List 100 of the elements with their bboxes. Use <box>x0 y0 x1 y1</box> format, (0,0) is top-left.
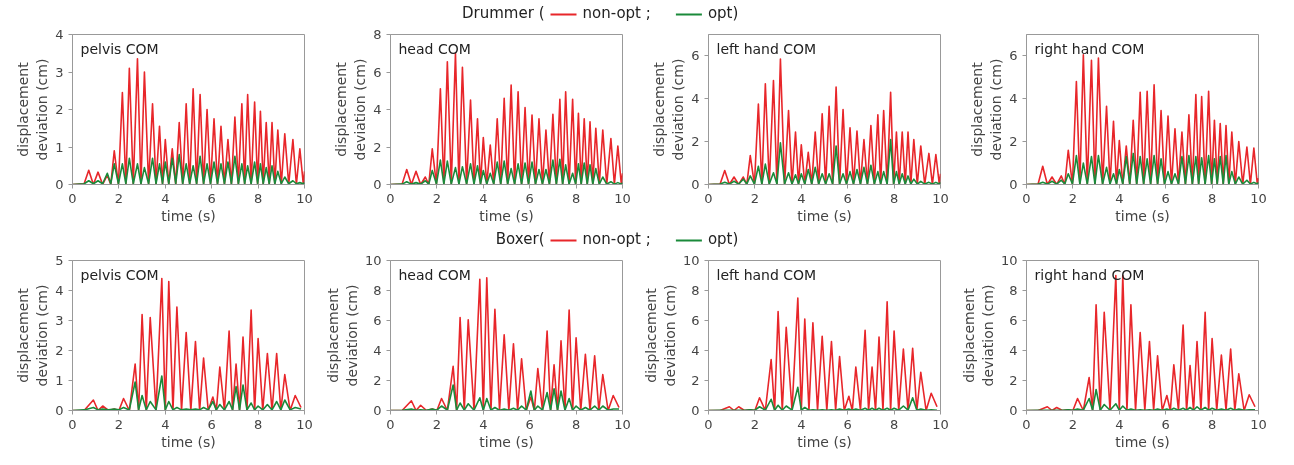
x-tick-label: 2 <box>1068 190 1078 206</box>
x-tick-label: 10 <box>1250 190 1267 206</box>
text: right hand COM <box>1034 40 1145 57</box>
y-tick-label: 4 <box>373 102 382 117</box>
y-tick-label: 2 <box>373 139 382 155</box>
x-tick-label: 6 <box>1161 190 1170 206</box>
y-tick-label: 2 <box>691 134 700 150</box>
x-tick-label: 10 <box>614 190 631 206</box>
x-axis-title: time (s) <box>479 207 534 224</box>
y-axis-title: displacement deviation (cm) <box>15 284 51 387</box>
legend-label: opt) <box>707 229 739 248</box>
x-tick-label: 10 <box>1250 416 1267 432</box>
x-tick-label: 8 <box>253 416 263 432</box>
x-tick-label: 2 <box>432 190 442 206</box>
x-axis-title: time (s) <box>161 207 216 224</box>
y-tick-label: 10 <box>682 253 700 268</box>
y-tick-label: 0 <box>691 403 700 418</box>
legend-title: Boxer( <box>495 229 545 248</box>
x-tick-label: 8 <box>571 416 581 432</box>
y-tick-label: 0 <box>55 177 64 192</box>
y-axis-title: displacement deviation (cm) <box>642 284 678 387</box>
legend-title: Drummer ( <box>462 3 545 22</box>
y-tick-label: 4 <box>55 27 64 42</box>
x-tick-label: 2 <box>114 190 124 206</box>
y-tick-label: 2 <box>1009 373 1018 388</box>
x-axis-title: time (s) <box>797 207 852 224</box>
y-tick-label: 10 <box>364 253 382 268</box>
chart-title: left hand COM <box>716 266 817 283</box>
x-tick-label: 0 <box>68 416 77 432</box>
x-tick-label: 6 <box>843 190 852 206</box>
y-tick-label: 8 <box>373 27 382 42</box>
y-tick-label: 0 <box>1009 177 1018 192</box>
y-tick-label: 5 <box>55 253 64 268</box>
x-tick-label: 6 <box>207 416 216 432</box>
chart-title: right hand COM <box>1034 266 1145 283</box>
x-tick-label: 6 <box>525 416 534 432</box>
y-tick-label: 8 <box>691 283 700 298</box>
y-tick-label: 10 <box>1000 253 1018 268</box>
x-tick-label: 0 <box>68 190 77 206</box>
y-tick-label: 2 <box>55 343 64 358</box>
x-tick-label: 8 <box>253 190 263 206</box>
x-tick-label: 2 <box>1068 416 1078 432</box>
x-tick-label: 2 <box>432 416 442 432</box>
x-tick-label: 10 <box>932 416 949 432</box>
x-tick-label: 0 <box>386 416 395 432</box>
y-axis-title: displacement deviation (cm) <box>960 284 996 387</box>
x-tick-label: 4 <box>479 416 488 432</box>
x-tick-label: 6 <box>1161 416 1170 432</box>
legend-label: opt) <box>707 3 739 22</box>
x-axis-title: time (s) <box>161 433 216 450</box>
x-tick-label: 8 <box>1207 190 1217 206</box>
x-tick-label: 10 <box>296 190 313 206</box>
legend-label: non-opt ; <box>582 229 651 248</box>
y-tick-label: 6 <box>1009 313 1018 328</box>
x-tick-label: 0 <box>1022 416 1031 432</box>
y-tick-label: 8 <box>373 283 382 298</box>
chart-title: pelvis COM <box>80 266 159 283</box>
x-tick-label: 8 <box>571 190 581 206</box>
y-axis-title: displacement deviation (cm) <box>651 58 687 161</box>
y-tick-label: 4 <box>691 343 700 358</box>
x-tick-label: 0 <box>704 416 713 432</box>
x-tick-label: 4 <box>479 190 488 206</box>
x-tick-label: 6 <box>843 416 852 432</box>
y-tick-label: 4 <box>1009 91 1018 107</box>
x-tick-label: 4 <box>161 416 170 432</box>
x-tick-label: 2 <box>750 416 760 432</box>
x-tick-label: 2 <box>114 416 124 432</box>
y-tick-label: 2 <box>373 373 382 388</box>
chart-title: head COM <box>398 40 471 57</box>
y-tick-label: 0 <box>373 177 382 192</box>
x-tick-label: 4 <box>161 190 170 206</box>
y-axis-title: displacement deviation (cm) <box>15 58 51 161</box>
x-tick-label: 0 <box>1022 190 1031 206</box>
x-tick-label: 4 <box>797 416 806 432</box>
x-tick-label: 10 <box>932 190 949 206</box>
y-tick-label: 8 <box>1009 283 1018 298</box>
y-tick-label: 6 <box>691 48 700 64</box>
y-tick-label: 6 <box>691 313 700 328</box>
x-tick-label: 8 <box>1207 416 1217 432</box>
x-axis-title: time (s) <box>479 433 534 450</box>
y-tick-label: 4 <box>1009 343 1018 358</box>
chart-title: head COM <box>398 266 471 283</box>
x-tick-label: 10 <box>296 416 313 432</box>
y-tick-label: 6 <box>373 313 382 328</box>
y-tick-label: 0 <box>55 403 64 418</box>
chart-title: pelvis COM <box>80 40 159 57</box>
y-tick-label: 2 <box>691 373 700 388</box>
y-tick-label: 4 <box>373 343 382 358</box>
x-tick-label: 0 <box>386 190 395 206</box>
y-tick-label: 1 <box>55 139 64 155</box>
y-axis-title: displacement deviation (cm) <box>969 58 1005 161</box>
y-axis-title: displacement deviation (cm) <box>324 284 360 387</box>
y-tick-label: 4 <box>691 91 700 107</box>
y-tick-label: 2 <box>55 102 64 117</box>
x-tick-label: 6 <box>207 190 216 206</box>
x-tick-label: 4 <box>797 190 806 206</box>
y-tick-label: 3 <box>55 313 64 328</box>
y-tick-label: 2 <box>1009 134 1018 150</box>
x-axis-title: time (s) <box>1115 207 1170 224</box>
y-tick-label: 1 <box>55 373 64 388</box>
